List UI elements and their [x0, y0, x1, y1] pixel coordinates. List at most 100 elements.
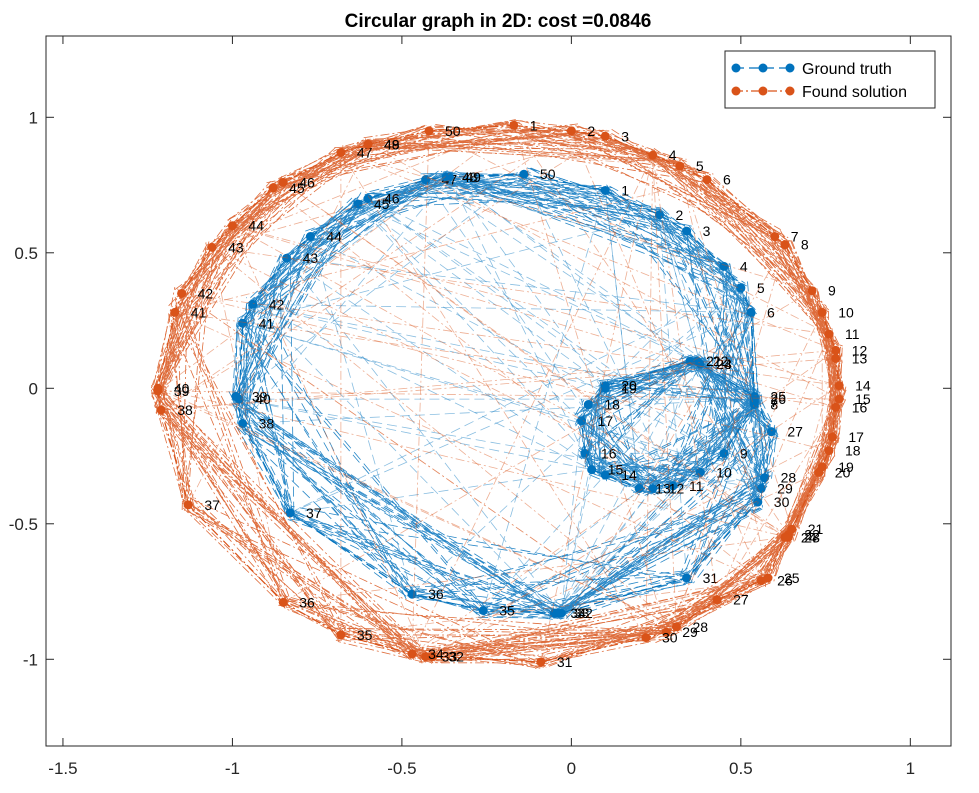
edge-line-long [239, 398, 762, 489]
edge-line [455, 182, 658, 218]
edge-line-long [367, 144, 840, 400]
edge-line [563, 425, 772, 616]
node-label-ground-truth: 33 [574, 605, 590, 621]
edge-line [580, 364, 690, 456]
edge-line-long [554, 488, 654, 614]
edge-line-long [357, 203, 606, 386]
node-label-found-solution: 38 [177, 402, 193, 418]
node-label-ground-truth: 50 [540, 166, 556, 182]
node-marker-found-solution [227, 221, 237, 231]
edge-line [605, 195, 758, 397]
edge-line [246, 196, 371, 305]
edge-line [160, 249, 212, 390]
edge-line [781, 248, 817, 290]
edge-line-long [652, 361, 691, 489]
edge-line [826, 338, 832, 407]
edge-line [238, 308, 255, 319]
edge-line-long [787, 358, 837, 535]
edge-line [577, 450, 674, 490]
edge-line [413, 589, 558, 617]
edge-line [421, 595, 711, 660]
edge-line [572, 136, 602, 141]
edge-line [187, 242, 207, 511]
edge-line-long [211, 247, 677, 628]
edge-line [558, 584, 686, 609]
edge-line [658, 448, 730, 488]
node-label-found-solution: 34 [428, 646, 444, 662]
edge-line [425, 631, 673, 660]
edge-line-long [449, 176, 674, 487]
edge-line [189, 497, 537, 662]
edge-line [160, 413, 417, 659]
edge-line-long [428, 130, 830, 335]
edge-line [427, 602, 722, 652]
node-marker-found-solution [824, 329, 834, 339]
edge-line [827, 451, 833, 470]
edge-line [606, 447, 728, 473]
edge-line [258, 202, 368, 300]
edge-line [519, 177, 685, 230]
node-label-ground-truth: 7 [770, 394, 778, 410]
series-cycle-ground-truth [234, 173, 772, 614]
node-label-ground-truth: 4 [740, 258, 748, 274]
legend-entry-found-solution: Found solution [731, 84, 907, 101]
node-label-found-solution: 44 [248, 218, 264, 234]
edge-line [372, 124, 426, 143]
edge-line [710, 575, 770, 601]
node-marker-found-solution [336, 148, 346, 158]
edge-line [584, 362, 693, 412]
edge-line [289, 255, 295, 512]
node-label-ground-truth: 48 [462, 169, 478, 185]
edge-line [483, 484, 763, 610]
edge-line-long [232, 225, 840, 386]
node-label-found-solution: 10 [838, 304, 854, 320]
edge-line [279, 259, 286, 515]
node-label-ground-truth: 25 [770, 388, 786, 404]
edge-line [521, 177, 661, 211]
edge-line [695, 357, 778, 437]
edge-line [754, 430, 767, 499]
node-label-ground-truth: 10 [716, 464, 732, 480]
edge-line [678, 169, 813, 292]
edge-line [433, 602, 718, 653]
edge-line [448, 176, 686, 232]
edge-line [235, 139, 373, 224]
edge-line-long [652, 155, 677, 627]
edge-line [794, 467, 821, 541]
node-marker-found-solution [770, 232, 780, 242]
node-label-found-solution: 29 [682, 624, 698, 640]
edge-line [231, 180, 271, 225]
edge-line [284, 595, 546, 667]
edge-line [427, 656, 541, 667]
node-marker-found-solution [427, 652, 437, 662]
edge-line [248, 427, 481, 617]
edge-line [259, 298, 407, 600]
edge-line-long [211, 247, 789, 538]
edge-line [538, 606, 718, 669]
node-marker-ground-truth [749, 394, 759, 404]
edge-line [605, 390, 752, 401]
edge-line [153, 305, 173, 386]
edge-line [761, 469, 820, 578]
edge-line-long [367, 198, 762, 489]
node-label-found-solution: 7 [791, 229, 799, 245]
node-label-found-solution: 50 [445, 123, 461, 139]
edge-line [682, 532, 782, 625]
edge-line [680, 400, 750, 574]
edge-line [372, 133, 570, 149]
edge-line-long [252, 303, 606, 389]
edge-line [764, 476, 822, 574]
node-label-found-solution: 42 [198, 285, 214, 301]
edge-line [232, 395, 557, 619]
edge-line [520, 131, 655, 154]
node-label-found-solution: 15 [855, 391, 871, 407]
edge-line [367, 193, 666, 211]
node-marker-found-solution [671, 622, 681, 632]
edge-line [778, 239, 838, 346]
edge-line [587, 365, 699, 447]
edge-line [568, 128, 685, 169]
edge-line [701, 357, 761, 394]
edge-line [520, 179, 742, 285]
edge-line-long [540, 244, 786, 663]
edge-line [160, 182, 274, 390]
